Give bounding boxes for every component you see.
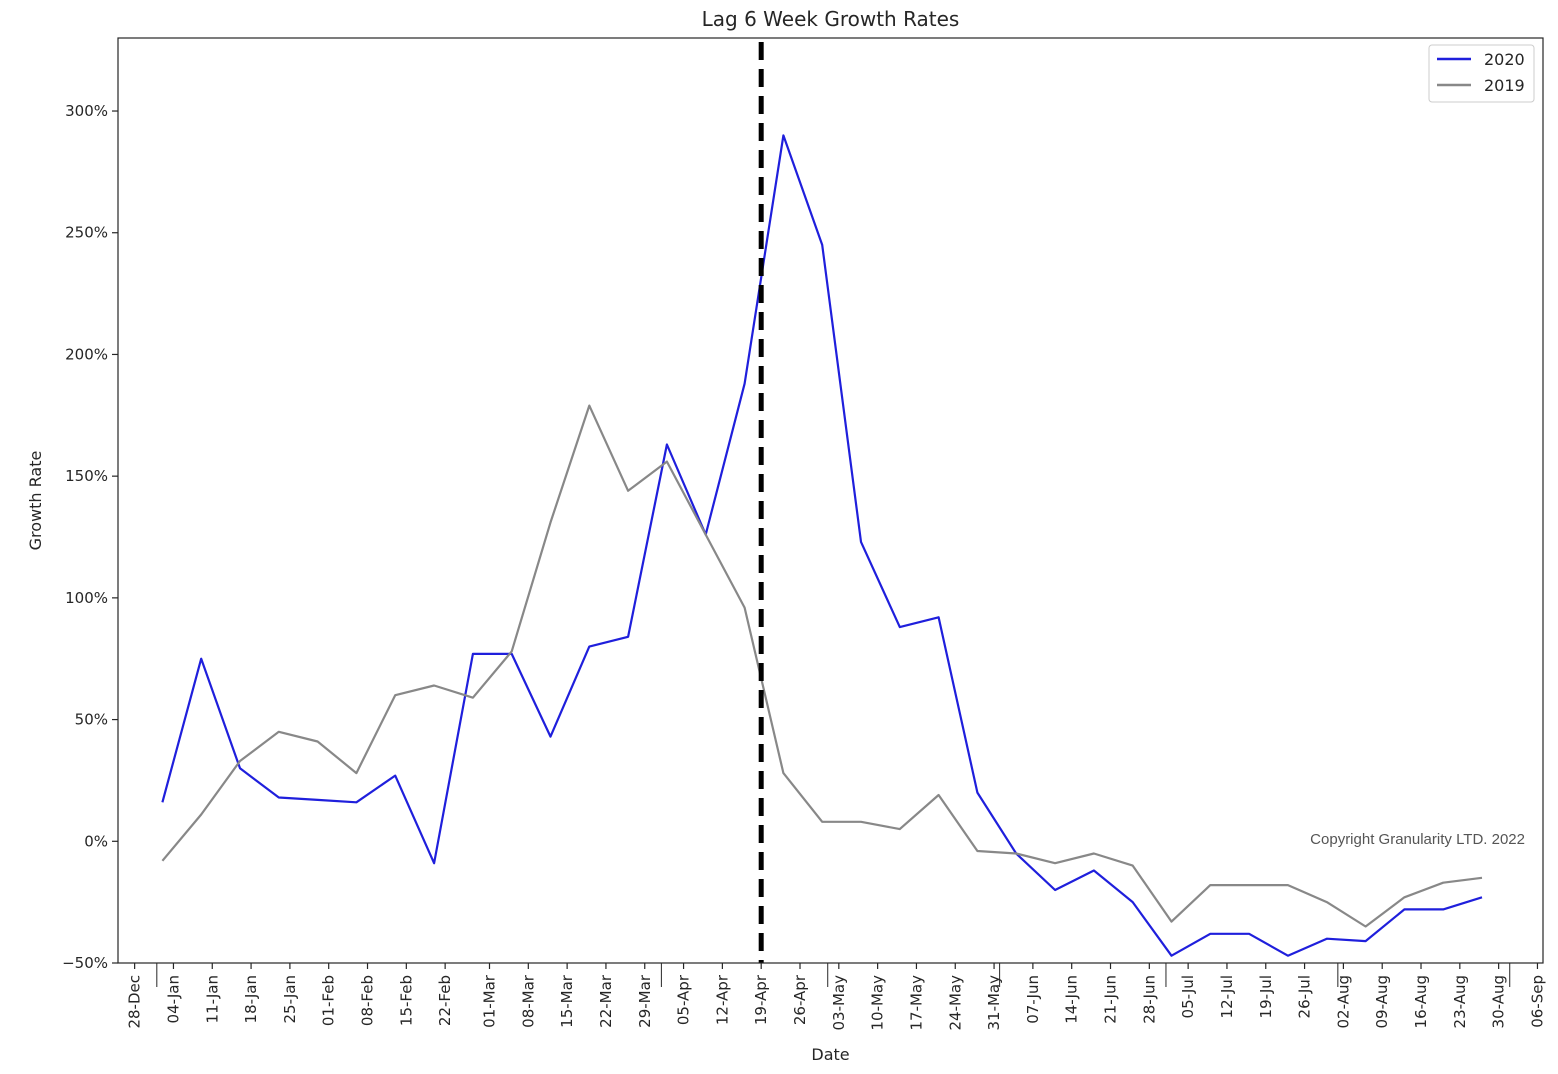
x-tick-label: 31-May bbox=[985, 975, 1003, 1031]
x-axis: 28-Dec 04-Jan 11-Jan 18-Jan 25-Jan 01-Feb 08-F… bbox=[126, 963, 1546, 1031]
plot-frame bbox=[117, 37, 1544, 964]
y-tick-label: 50% bbox=[75, 711, 108, 729]
x-tick-label: 04-Jan bbox=[164, 975, 182, 1023]
plot-area bbox=[161, 42, 1483, 963]
x-tick-label: 22-Mar bbox=[597, 974, 615, 1028]
x-tick-label: 16-Aug bbox=[1412, 975, 1430, 1028]
y-axis-title: Growth Rate bbox=[26, 451, 45, 551]
x-tick-label: 15-Feb bbox=[397, 975, 415, 1026]
x-tick-label: 26-Jul bbox=[1296, 975, 1314, 1018]
y-tick-label: 0% bbox=[84, 832, 108, 850]
x-tick-label: 12-Jul bbox=[1218, 975, 1236, 1018]
y-axis: −50% 0% 50% 100% 150% 200% 250% 300% bbox=[62, 102, 118, 972]
x-tick-label: 14-Jun bbox=[1063, 975, 1081, 1024]
y-tick-label: 250% bbox=[65, 224, 108, 242]
x-axis-title: Date bbox=[811, 1045, 849, 1064]
x-tick-label: 19-Apr bbox=[752, 974, 770, 1025]
x-tick-label: 26-Apr bbox=[791, 974, 809, 1025]
copyright-annotation: Copyright Granularity LTD. 2022 bbox=[1310, 831, 1525, 848]
x-tick-label: 08-Mar bbox=[519, 974, 537, 1028]
x-tick-label: 02-Aug bbox=[1334, 975, 1352, 1028]
x-tick-label: 28-Jun bbox=[1140, 975, 1158, 1024]
x-tick-label: 22-Feb bbox=[436, 975, 454, 1026]
x-tick-label: 07-Jun bbox=[1024, 975, 1042, 1024]
x-tick-label: 25-Jan bbox=[281, 975, 299, 1023]
x-tick-label: 08-Feb bbox=[359, 975, 377, 1026]
legend-label-2019: 2019 bbox=[1484, 76, 1525, 95]
legend: 2020 2019 bbox=[1428, 44, 1535, 103]
x-tick-label: 18-Jan bbox=[242, 975, 260, 1023]
chart-title: Lag 6 Week Growth Rates bbox=[702, 7, 960, 31]
y-tick-label: 100% bbox=[65, 589, 108, 607]
x-tick-label: 30-Aug bbox=[1490, 975, 1508, 1028]
x-tick-label: 24-May bbox=[946, 975, 964, 1031]
x-tick-label: 05-Apr bbox=[675, 974, 693, 1025]
y-tick-label: 300% bbox=[65, 102, 108, 120]
x-tick-label: 28-Dec bbox=[126, 975, 144, 1029]
x-tick-label: 09-Aug bbox=[1373, 975, 1391, 1028]
legend-label-2020: 2020 bbox=[1484, 50, 1525, 69]
x-tick-label: 05-Jul bbox=[1179, 975, 1197, 1018]
x-tick-label: 29-Mar bbox=[636, 974, 654, 1028]
series-line-2019 bbox=[161, 404, 1483, 928]
x-tick-label: 03-May bbox=[830, 975, 848, 1031]
x-tick-label: 23-Aug bbox=[1451, 975, 1469, 1028]
x-tick-label: 01-Feb bbox=[320, 975, 338, 1026]
x-tick-label: 10-May bbox=[869, 975, 887, 1031]
x-tick-label: 06-Sep bbox=[1528, 975, 1546, 1028]
y-tick-label: −50% bbox=[62, 954, 108, 972]
x-tick-label: 21-Jun bbox=[1102, 975, 1120, 1024]
y-tick-label: 200% bbox=[65, 345, 108, 363]
x-tick-label: 15-Mar bbox=[558, 974, 576, 1028]
x-tick-label: 01-Mar bbox=[480, 974, 498, 1028]
series-line-2020 bbox=[161, 134, 1483, 957]
y-tick-label: 150% bbox=[65, 467, 108, 485]
x-tick-label: 12-Apr bbox=[713, 974, 731, 1025]
x-tick-label: 17-May bbox=[907, 975, 925, 1031]
x-tick-label: 11-Jan bbox=[203, 975, 221, 1023]
x-tick-label: 19-Jul bbox=[1257, 975, 1275, 1018]
